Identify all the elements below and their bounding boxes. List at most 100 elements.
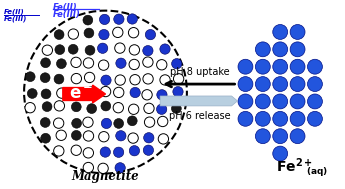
Circle shape: [143, 57, 153, 67]
Circle shape: [83, 162, 93, 173]
Circle shape: [101, 118, 112, 129]
Text: pH 8 uptake: pH 8 uptake: [170, 67, 230, 77]
Circle shape: [143, 46, 153, 56]
Circle shape: [238, 77, 253, 91]
Circle shape: [101, 75, 111, 85]
Circle shape: [99, 14, 110, 25]
Circle shape: [114, 119, 124, 128]
Circle shape: [83, 131, 93, 141]
Circle shape: [171, 59, 182, 69]
FancyArrow shape: [160, 96, 237, 106]
Circle shape: [129, 59, 139, 70]
Circle shape: [71, 102, 81, 112]
Circle shape: [158, 134, 169, 144]
Circle shape: [85, 45, 95, 55]
Circle shape: [158, 116, 168, 127]
Circle shape: [42, 45, 52, 55]
Circle shape: [129, 146, 140, 156]
Circle shape: [307, 111, 322, 126]
Circle shape: [100, 147, 110, 157]
Circle shape: [84, 28, 94, 38]
Circle shape: [144, 103, 154, 114]
Circle shape: [290, 59, 305, 74]
Circle shape: [160, 75, 170, 85]
Circle shape: [128, 104, 139, 114]
Text: pH 6 release: pH 6 release: [169, 111, 230, 121]
Circle shape: [71, 130, 81, 140]
Circle shape: [145, 117, 155, 127]
Circle shape: [144, 133, 154, 143]
Circle shape: [290, 25, 305, 40]
Circle shape: [130, 75, 140, 85]
Circle shape: [99, 132, 109, 142]
Circle shape: [255, 77, 270, 91]
Circle shape: [71, 90, 81, 100]
Circle shape: [41, 133, 50, 143]
Circle shape: [255, 42, 270, 57]
Circle shape: [41, 58, 50, 68]
Circle shape: [72, 118, 81, 128]
Circle shape: [25, 103, 35, 113]
Circle shape: [129, 45, 140, 55]
Circle shape: [273, 59, 288, 74]
Text: $\mathbf{e^-}$: $\mathbf{e^-}$: [69, 85, 93, 103]
Circle shape: [273, 42, 288, 57]
Circle shape: [98, 43, 108, 53]
Text: Fe(II): Fe(II): [4, 9, 25, 15]
Circle shape: [42, 102, 52, 112]
Circle shape: [143, 74, 153, 84]
Circle shape: [273, 111, 288, 126]
Circle shape: [57, 59, 66, 69]
Circle shape: [83, 148, 93, 158]
Circle shape: [273, 129, 288, 144]
Circle shape: [160, 44, 170, 54]
Circle shape: [116, 58, 126, 68]
Circle shape: [157, 104, 167, 114]
Circle shape: [98, 60, 109, 70]
Circle shape: [171, 104, 181, 113]
Circle shape: [128, 28, 139, 38]
Circle shape: [290, 77, 305, 91]
Circle shape: [71, 74, 81, 84]
Circle shape: [273, 146, 288, 161]
Circle shape: [71, 145, 81, 155]
Circle shape: [27, 89, 37, 98]
Circle shape: [53, 118, 64, 128]
Circle shape: [128, 133, 138, 143]
Circle shape: [98, 163, 108, 174]
Circle shape: [115, 43, 125, 53]
Circle shape: [68, 44, 78, 54]
Circle shape: [273, 77, 288, 91]
Circle shape: [273, 25, 288, 40]
Circle shape: [255, 111, 270, 126]
Circle shape: [71, 57, 81, 67]
Text: Fe(III): Fe(III): [4, 15, 28, 22]
Circle shape: [127, 116, 137, 126]
Circle shape: [85, 72, 95, 83]
Ellipse shape: [24, 11, 187, 174]
Circle shape: [290, 111, 305, 126]
Circle shape: [173, 87, 183, 97]
Circle shape: [116, 131, 126, 141]
Circle shape: [68, 29, 79, 39]
Circle shape: [255, 94, 270, 109]
Circle shape: [174, 74, 184, 84]
Circle shape: [238, 59, 253, 74]
Circle shape: [142, 90, 152, 100]
Circle shape: [40, 118, 50, 127]
Circle shape: [54, 30, 64, 40]
Circle shape: [112, 27, 123, 38]
Circle shape: [54, 146, 64, 156]
Circle shape: [115, 75, 125, 85]
Circle shape: [54, 101, 65, 111]
Circle shape: [290, 42, 305, 57]
Circle shape: [130, 87, 140, 98]
Circle shape: [307, 77, 322, 91]
Circle shape: [114, 147, 124, 157]
Circle shape: [87, 104, 97, 114]
Circle shape: [40, 73, 50, 83]
Circle shape: [114, 14, 124, 24]
Circle shape: [54, 74, 64, 84]
FancyArrow shape: [63, 85, 106, 103]
Text: $\mathbf{Fe}^{\mathbf{2+}}$: $\mathbf{Fe}^{\mathbf{2+}}$: [276, 157, 313, 175]
